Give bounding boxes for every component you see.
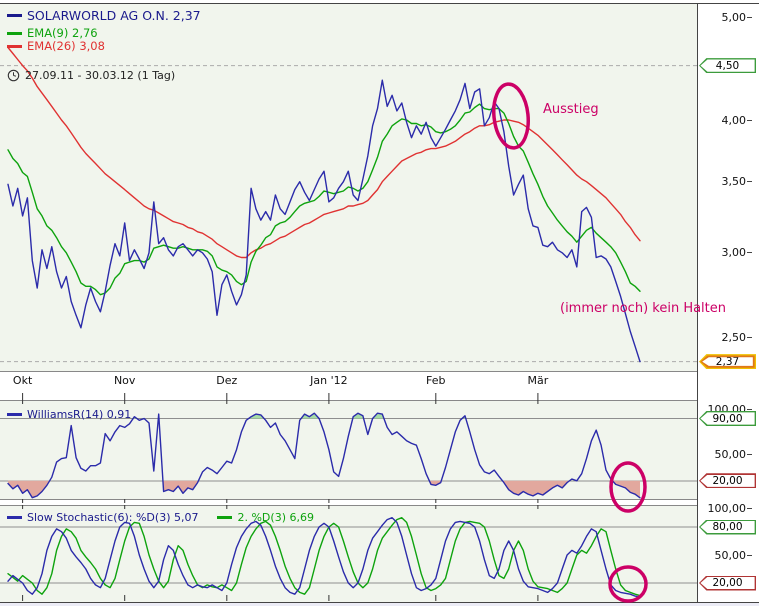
month-tick [226, 505, 228, 509]
legend-row-ema26: EMA(26) 3,08 [7, 39, 105, 53]
month-tick [435, 393, 437, 400]
y-axis-marker-green: 4,50 [699, 58, 756, 74]
annotation-ellipse [492, 82, 530, 150]
month-tick [124, 393, 126, 400]
y-axis-marker-orange: 2,37 [699, 354, 756, 370]
stochastic-legend: Slow Stochastic(6): %D(3) 5,07 2. %D(3) … [7, 511, 314, 524]
y-axis-marker-red: 20,00 [699, 575, 756, 591]
month-tick [226, 400, 228, 404]
instrument-line-swatch [7, 14, 22, 17]
legend-row-instrument: SOLARWORLD AG O.N. 2,37 [7, 8, 201, 23]
month-tick [22, 393, 24, 400]
stochastic-d-line [7, 517, 641, 598]
clock-icon [7, 69, 20, 82]
period-label: 27.09.11 - 30.03.12 (1 Tag) [25, 69, 176, 82]
month-tick [226, 499, 228, 503]
month-tick [226, 393, 228, 400]
y-axis-label: 50,00 [698, 446, 752, 462]
price-line [7, 79, 641, 363]
stochastic-d2-line-swatch [217, 516, 233, 519]
x-axis-month: Feb [426, 374, 446, 387]
y-axis-label: 3,50 [698, 174, 752, 190]
y-axis-label: 4,00 [698, 112, 752, 128]
x-axis-month: Jan '12 [310, 374, 348, 387]
month-tick [124, 595, 126, 601]
ema26-label: EMA(26) 3,08 [27, 39, 105, 53]
month-tick [22, 505, 24, 509]
month-tick [435, 595, 437, 601]
y-axis-label: 50,00 [698, 547, 752, 563]
annotation-ausstieg: Ausstieg [543, 102, 599, 117]
williamsr-label: WilliamsR(14) 0,91 [27, 408, 132, 421]
legend-row-period: 27.09.11 - 30.03.12 (1 Tag) [7, 69, 175, 82]
month-tick [22, 595, 24, 601]
stochastic-d2-label: 2. %D(3) 6,69 [237, 511, 314, 524]
month-tick [328, 393, 330, 400]
x-axis-month: Nov [113, 374, 136, 387]
month-tick [537, 400, 539, 404]
y-axis-label: 3,00 [698, 245, 752, 261]
month-tick [435, 505, 437, 509]
williamsr-legend: WilliamsR(14) 0,91 [7, 408, 131, 421]
ema26-line-swatch [7, 44, 22, 48]
month-tick [328, 499, 330, 503]
stochastic-d-line-swatch [7, 516, 22, 519]
williams-oversold-fill [162, 480, 199, 494]
month-tick [435, 499, 437, 503]
month-tick [537, 595, 539, 601]
month-tick [328, 505, 330, 509]
y-axis-label: 2,50 [698, 329, 752, 345]
annotation-ellipse [608, 565, 648, 603]
month-tick [22, 499, 24, 503]
stochastic-d2-line [7, 517, 641, 597]
y-axis-label: 5,00 [698, 9, 752, 25]
williamsr-line-swatch [7, 413, 22, 416]
williams-oversold-fill [502, 480, 570, 496]
stochastic-d-label: Slow Stochastic(6): %D(3) 5,07 [27, 511, 199, 524]
x-axis-month: Okt [12, 374, 33, 387]
ema9-line-swatch [7, 31, 22, 35]
williamsr-line [7, 412, 641, 499]
month-tick [537, 393, 539, 400]
y-axis-marker-green: 90,00 [699, 411, 756, 426]
month-tick [124, 499, 126, 503]
legend-row-ema9: EMA(9) 2,76 [7, 26, 98, 40]
ema9-line [7, 103, 641, 296]
instrument-label: SOLARWORLD AG O.N. 2,37 [27, 8, 201, 23]
ema26-line [7, 46, 641, 259]
williams-overbought-fill [352, 413, 364, 419]
ema9-label: EMA(9) 2,76 [27, 26, 98, 40]
annotation-kein-halten: (immer noch) kein Halten [560, 301, 727, 316]
month-tick [328, 595, 330, 601]
month-tick [124, 505, 126, 509]
month-tick [537, 505, 539, 509]
month-tick [124, 400, 126, 404]
x-axis-month: Dez [216, 374, 238, 387]
month-tick [537, 499, 539, 503]
y-axis-marker-green: 80,00 [699, 519, 756, 535]
x-axis-month: Mär [527, 374, 549, 387]
annotation-ellipse [609, 461, 647, 513]
month-tick [435, 400, 437, 404]
month-tick [22, 400, 24, 404]
month-tick [328, 400, 330, 404]
month-tick [226, 595, 228, 601]
y-axis-label: 100,00 [698, 500, 752, 516]
y-axis-marker-red: 20,00 [699, 473, 756, 489]
